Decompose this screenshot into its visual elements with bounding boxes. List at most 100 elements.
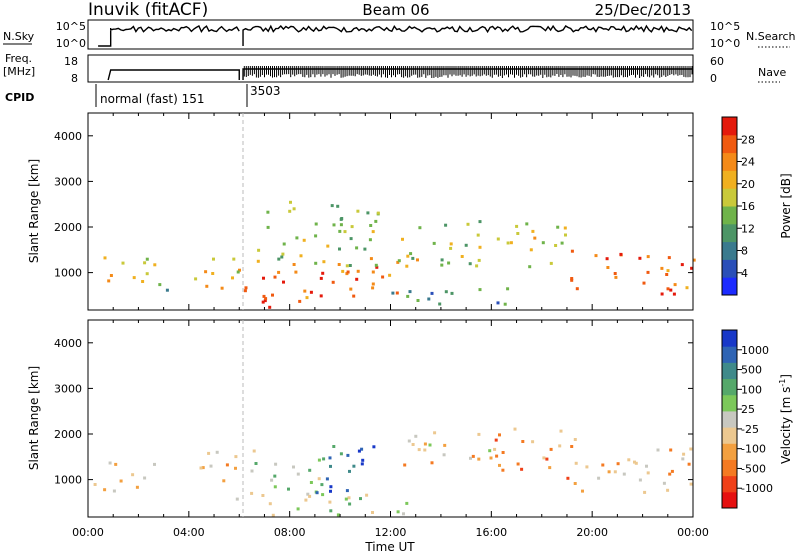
velocity-pixel	[558, 444, 562, 448]
x-tick-label: 20:00	[576, 526, 608, 539]
power-pixel	[503, 302, 507, 306]
velocity-pixel	[209, 464, 213, 468]
power-pixel	[374, 219, 378, 223]
power-pixel	[289, 200, 292, 204]
nsky-trace	[98, 24, 693, 47]
power-pixel	[460, 255, 464, 258]
power-pixel	[570, 249, 574, 253]
power-pixel	[349, 237, 353, 241]
power-pixel	[391, 291, 395, 295]
velocity-pixel	[581, 489, 584, 493]
velocity-pixel	[601, 463, 605, 467]
x-tick-label: 12:00	[375, 526, 407, 539]
power-pixel	[256, 259, 260, 263]
velocity-pixel	[308, 494, 312, 498]
power-pixel	[405, 264, 409, 268]
y-tick-label: 3000	[54, 382, 82, 395]
power-pixel	[477, 258, 481, 262]
velocity-pixel	[344, 497, 348, 501]
velocity-pixel	[633, 460, 636, 464]
power-pixel	[440, 258, 444, 262]
power-pixel	[369, 224, 373, 227]
velocity-pixel	[405, 501, 409, 505]
power-pixel	[478, 220, 482, 224]
velocity-pixel	[143, 476, 147, 480]
power-pixel	[669, 288, 673, 292]
power-pixel	[282, 242, 286, 246]
power-pixel	[263, 299, 267, 303]
velocity-pixel	[348, 469, 351, 473]
velocity-colorbar-swatches	[722, 330, 737, 509]
power-pixel	[416, 299, 420, 302]
velocity-pixel	[357, 449, 361, 453]
nave-tick-top: 60	[710, 55, 724, 68]
velocity-pixel	[325, 477, 329, 481]
power-pixel	[515, 224, 519, 228]
time-axis-label: Time UT	[364, 540, 415, 554]
nsky-label: N.Sky	[3, 30, 35, 43]
velocity-panel: 1000 2000 3000 4000 Slant Range [km]	[27, 319, 694, 518]
velocity-pixel	[270, 478, 274, 482]
power-pixel	[236, 270, 240, 274]
velocity-pixel	[112, 489, 116, 493]
power-pixel	[314, 261, 318, 265]
freq-panel: Freq. [MHz] 18 8 60 0 Nave	[3, 52, 786, 85]
power-pixel	[496, 301, 500, 305]
velocity-pixel	[207, 451, 211, 455]
power-pixel	[355, 246, 359, 250]
velocity-pixel	[329, 464, 332, 468]
velocity-pixel	[250, 491, 254, 495]
velocity-pixel	[153, 462, 156, 466]
cpid-segment-label: normal (fast) 151	[100, 92, 204, 106]
y-tick-label: 1000	[54, 474, 82, 487]
power-pixel	[266, 225, 270, 229]
power-pixel	[416, 258, 419, 262]
velocity-pixel	[574, 461, 578, 465]
power-pixel	[326, 244, 330, 248]
velocity-pixel	[304, 498, 308, 502]
power-pixel	[205, 284, 209, 288]
velocity-pixel	[306, 492, 310, 496]
velocity-pixel	[361, 458, 365, 462]
velocity-pixel	[423, 448, 427, 452]
velocity-colorbar-ticks: -1000 -500 -100 -25 25 100 500 1000	[737, 344, 773, 495]
velocity-pixel	[549, 447, 553, 451]
nsky-tick-bottom: 10^0	[56, 37, 86, 50]
velocity-pixel	[328, 456, 332, 460]
power-pixel	[440, 263, 444, 267]
colorbar-swatch	[722, 410, 737, 428]
velocity-pixel	[372, 445, 376, 449]
power-pixel	[406, 294, 410, 298]
velocity-pixel	[273, 485, 277, 489]
power-pixel	[554, 244, 558, 247]
x-tick-label: 16:00	[475, 526, 507, 539]
cpid-label: CPID	[5, 91, 34, 104]
power-pixel	[692, 258, 696, 262]
station-title: Inuvik (fitACF)	[88, 0, 208, 20]
velocity-pixel	[428, 443, 432, 447]
velocity-pixel	[495, 454, 499, 458]
power-pixel	[212, 257, 215, 261]
colorbar-swatch	[722, 259, 737, 278]
power-pixel	[261, 300, 265, 304]
velocity-colorbar-label-close: ]	[779, 374, 793, 379]
power-pixel	[614, 275, 618, 279]
power-panel: 1000 2000 3000 4000 Slant Range [km]	[27, 112, 696, 311]
nsearch-tick-bottom: 10^0	[710, 37, 740, 50]
velocity-pixel	[108, 461, 112, 465]
velocity-pixel	[352, 464, 356, 468]
velocity-pixel	[201, 466, 205, 470]
power-pixel	[322, 260, 326, 264]
velocity-colorbar-label: Velocity [m s-1]	[778, 374, 793, 464]
y-tick-label: 1000	[54, 267, 82, 280]
colorbar-tick-label: 500	[741, 364, 762, 377]
velocity-pixel	[423, 442, 427, 446]
power-pixel	[336, 204, 340, 208]
power-pixel	[516, 232, 520, 235]
nave-tick-bottom: 0	[710, 72, 717, 85]
power-pixel	[506, 241, 510, 245]
power-pixel	[395, 291, 399, 295]
velocity-colorbar: -1000 -500 -100 -25 25 100 500 1000 Velocity [m…	[721, 329, 793, 509]
velocity-pixel	[411, 443, 415, 446]
velocity-pixel	[433, 431, 437, 435]
